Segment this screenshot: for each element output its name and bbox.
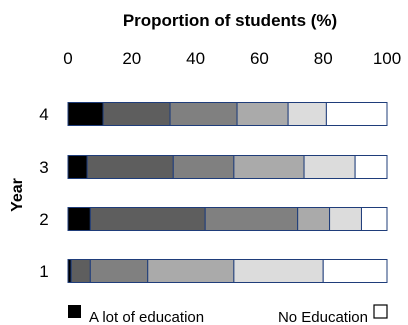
legend-swatch-low xyxy=(68,305,81,318)
bar-segment-year-2-level-6 xyxy=(360,207,388,231)
bar-segment-year-1-level-5 xyxy=(233,259,324,283)
x-axis: 0 20 40 60 80 100 xyxy=(63,49,401,68)
bar-segment-year-4-level-6 xyxy=(325,102,388,126)
y-tick-label-4: 4 xyxy=(39,105,48,124)
y-tick-label-2: 2 xyxy=(39,210,48,229)
bar-segment-year-3-level-1 xyxy=(67,155,88,179)
bar-segment-year-2-level-2 xyxy=(89,207,206,231)
x-tick-label-40: 40 xyxy=(186,49,205,68)
y-tick-label-1: 1 xyxy=(39,262,48,281)
bar-segment-year-3-level-3 xyxy=(172,155,235,179)
chart-title: Proportion of students (%) xyxy=(123,11,337,30)
legend-swatch-high xyxy=(373,304,388,319)
y-tick-label-3: 3 xyxy=(39,158,48,177)
bar-segment-year-3-level-2 xyxy=(86,155,174,179)
x-tick-label-0: 0 xyxy=(63,49,72,68)
bar-segment-year-2-level-5 xyxy=(329,207,362,231)
bar-segment-year-4-level-5 xyxy=(287,102,327,126)
bar-segment-year-4-level-3 xyxy=(169,102,238,126)
bar-segment-year-1-level-3 xyxy=(89,259,149,283)
bar-segment-year-2-level-1 xyxy=(67,207,91,231)
bar-segment-year-3-level-5 xyxy=(303,155,356,179)
bar-segment-year-1-level-6 xyxy=(322,259,388,283)
legend: A lot of education No Education xyxy=(68,304,388,325)
x-tick-label-80: 80 xyxy=(314,49,333,68)
x-tick-label-60: 60 xyxy=(250,49,269,68)
bar-segment-year-3-level-4 xyxy=(233,155,305,179)
y-axis-label: Year xyxy=(9,178,26,212)
bars-group: 4 3 2 1 xyxy=(39,102,388,283)
bar-segment-year-3-level-6 xyxy=(354,155,388,179)
legend-label-low: A lot of education xyxy=(89,309,204,325)
x-tick-label-20: 20 xyxy=(122,49,141,68)
bar-segment-year-1-level-4 xyxy=(147,259,235,283)
x-tick-label-100: 100 xyxy=(373,49,401,68)
bar-segment-year-2-level-3 xyxy=(204,207,299,231)
bar-segment-year-2-level-4 xyxy=(297,207,331,231)
bar-segment-year-1-level-2 xyxy=(70,259,91,283)
legend-label-high: No Education xyxy=(278,309,368,325)
bar-segment-year-4-level-2 xyxy=(102,102,171,126)
bar-segment-year-4-level-1 xyxy=(67,102,104,126)
bar-segment-year-4-level-4 xyxy=(236,102,289,126)
